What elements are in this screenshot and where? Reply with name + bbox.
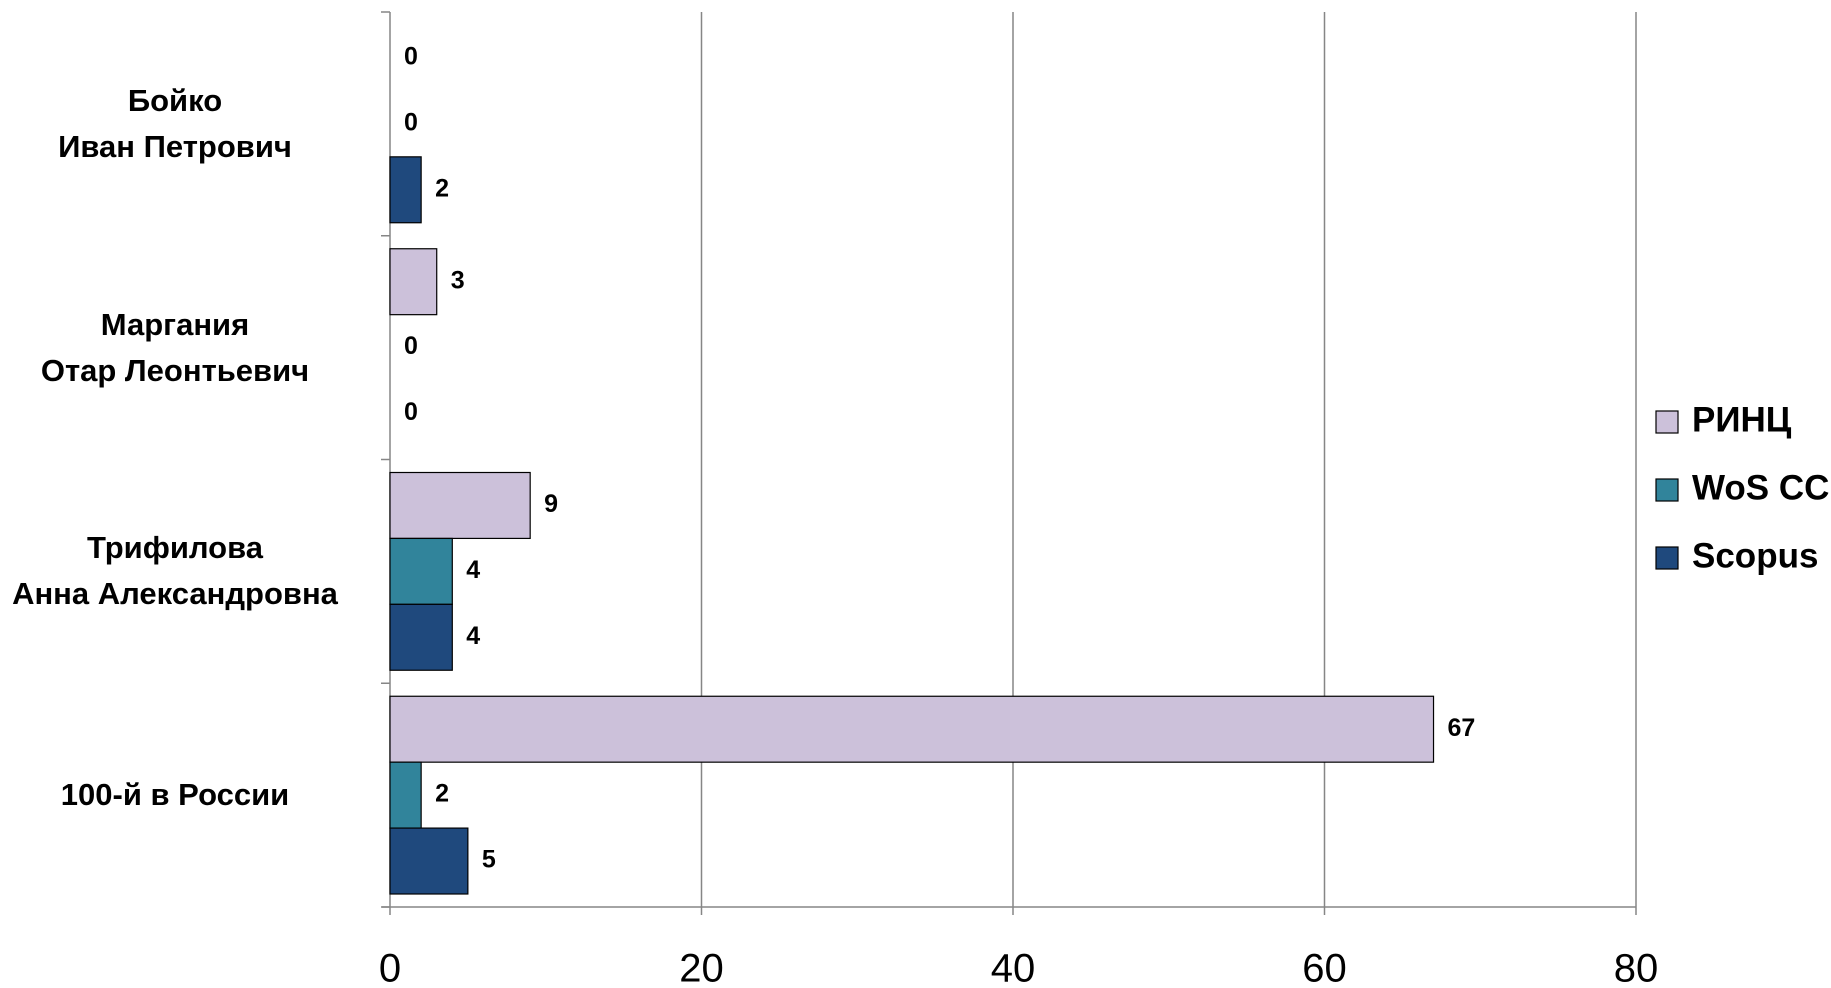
legend-label: Scopus (1692, 536, 1818, 575)
bar (389, 695, 1435, 763)
value-label: 4 (466, 556, 480, 584)
value-label: 4 (466, 622, 480, 650)
bar (389, 603, 453, 671)
x-tick-label: 60 (1302, 947, 1347, 988)
bar (389, 537, 453, 605)
bar (389, 827, 469, 895)
y-tick-label: Маргания Отар Леонтьевич (40, 306, 310, 388)
value-label: 2 (435, 780, 449, 808)
value-label: 0 (404, 398, 418, 426)
legend-swatch (1655, 410, 1679, 434)
bar (389, 471, 531, 540)
value-label: 5 (482, 846, 496, 874)
value-label: 0 (404, 332, 418, 360)
value-label: 67 (1448, 714, 1476, 742)
bar (389, 761, 422, 829)
value-label: 0 (404, 43, 418, 71)
bar (389, 248, 438, 316)
legend-label: WoS CC (1692, 468, 1829, 507)
bar (389, 156, 422, 224)
x-tick-label: 80 (1614, 947, 1659, 988)
x-tick-label: 0 (379, 947, 401, 988)
y-tick-label: Трифилова Анна Александровна (12, 530, 338, 612)
value-label: 3 (451, 266, 465, 294)
legend-swatch (1655, 546, 1679, 570)
legend-swatch (1655, 478, 1679, 502)
y-tick-label: Бойко Иван Петрович (58, 82, 292, 164)
x-tick-label: 40 (991, 947, 1036, 988)
value-label: 0 (404, 108, 418, 136)
legend-label: РИНЦ (1692, 400, 1792, 439)
x-tick-label: 20 (679, 947, 724, 988)
value-label: 9 (544, 490, 558, 518)
y-tick-label: 100-й в России (60, 777, 290, 813)
value-label: 2 (435, 174, 449, 202)
